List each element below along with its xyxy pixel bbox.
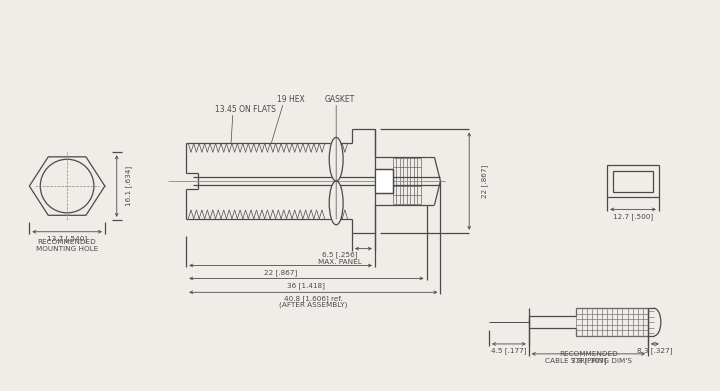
Text: 36 [1.418]: 36 [1.418]	[287, 282, 325, 289]
Text: 13.7 [.540]: 13.7 [.540]	[47, 235, 87, 242]
Text: 13.45 ON FLATS: 13.45 ON FLATS	[215, 105, 276, 114]
Text: 8.3 [.327]: 8.3 [.327]	[637, 348, 672, 354]
Text: 4.5 [.177]: 4.5 [.177]	[491, 348, 527, 354]
Ellipse shape	[329, 137, 343, 181]
Text: 12.7 [.500]: 12.7 [.500]	[613, 213, 653, 220]
Text: 6.5 [.256]
MAX. PANEL: 6.5 [.256] MAX. PANEL	[318, 252, 362, 265]
Bar	[613, 171, 653, 192]
Text: RECOMMENDED
MOUNTING HOLE: RECOMMENDED MOUNTING HOLE	[36, 239, 98, 252]
Bar	[375, 169, 393, 193]
Text: RECOMMENDED
CABLE STRIPPING DIM'S: RECOMMENDED CABLE STRIPPING DIM'S	[545, 352, 632, 364]
Text: 7.8 [.307]: 7.8 [.307]	[571, 357, 606, 364]
Text: GASKET: GASKET	[325, 95, 355, 104]
Text: (AFTER ASSEMBLY): (AFTER ASSEMBLY)	[279, 302, 348, 308]
Text: 22 [.867]: 22 [.867]	[482, 165, 488, 198]
Bar	[607, 165, 659, 197]
Ellipse shape	[329, 181, 343, 225]
Text: 19 HEX: 19 HEX	[276, 95, 305, 104]
Text: 22 [.867]: 22 [.867]	[264, 269, 297, 276]
Text: 40.8 [1.606] ref.: 40.8 [1.606] ref.	[284, 295, 343, 301]
Text: 16.1 [.634]: 16.1 [.634]	[125, 166, 132, 206]
